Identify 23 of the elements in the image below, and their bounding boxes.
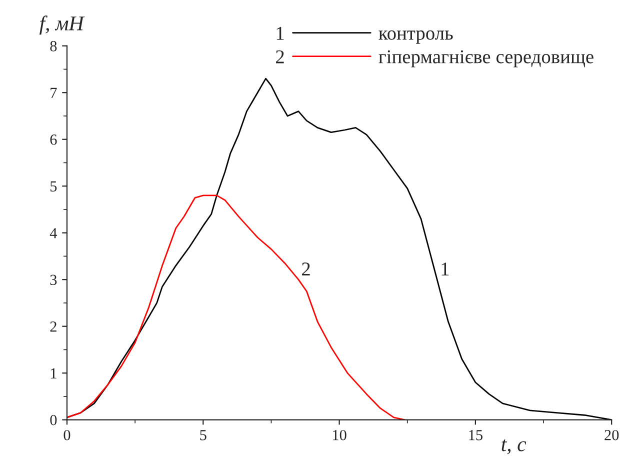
y-axis-title: f, мН [40, 16, 85, 35]
y-tick-label: 0 [50, 414, 57, 426]
y-tick-label: 5 [50, 181, 57, 192]
y-tick-label: 1 [50, 368, 56, 378]
x-tick-label: 15 [469, 430, 482, 440]
legend-label: гіпермагнієве середовище [378, 50, 594, 68]
text: 1 [276, 26, 284, 40]
x-tick-label: 0 [64, 430, 70, 440]
legend-label: контроль [378, 30, 453, 44]
y-tick-label: 8 [50, 41, 57, 52]
y-tick-label: 6 [50, 134, 57, 145]
y-tick-label: 7 [50, 88, 57, 98]
x-tick-label: 10 [332, 430, 346, 440]
y-tick-label: 4 [50, 228, 58, 238]
annotation: 2 [302, 262, 310, 276]
x-axis-title: t, с [502, 439, 526, 454]
y-tick-label: 2 [50, 321, 56, 332]
x-tick-label: 5 [200, 430, 206, 440]
y-tick-label: 3 [50, 274, 57, 286]
line-series [66, 194, 406, 420]
text: 2 [276, 50, 284, 64]
annotation: 1 [442, 262, 449, 276]
x-tick-label: 20 [604, 430, 619, 440]
